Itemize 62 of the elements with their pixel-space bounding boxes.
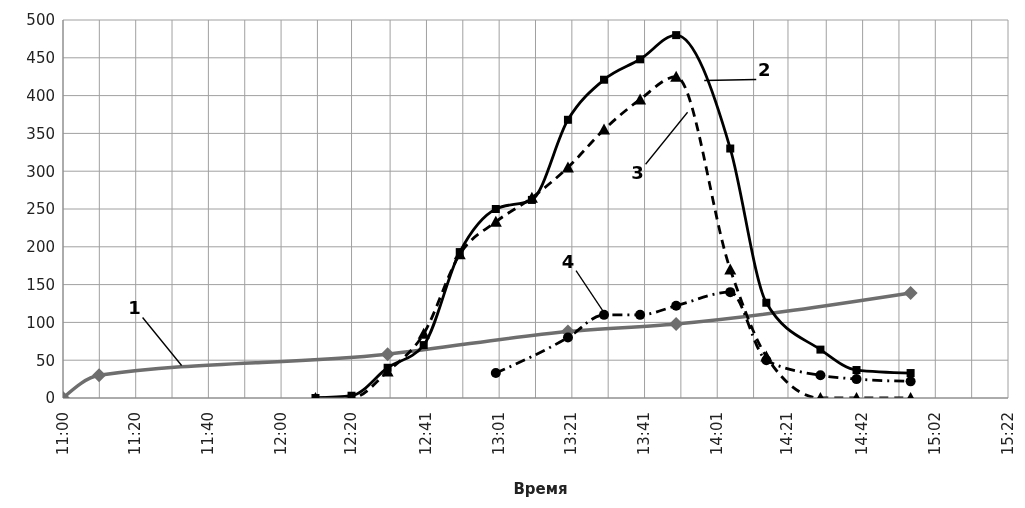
x-tick-label: 12:00: [271, 412, 290, 456]
point: [672, 31, 681, 40]
point: [598, 123, 611, 135]
y-tick-label: 300: [26, 162, 55, 181]
point: [725, 287, 736, 298]
x-tick-label: 13:01: [489, 412, 508, 456]
x-tick-label: 14:01: [707, 412, 726, 456]
y-tick-label: 100: [26, 313, 55, 332]
point: [600, 75, 609, 84]
y-tick-label: 400: [26, 86, 55, 105]
point: [852, 366, 861, 375]
point: [490, 368, 501, 379]
y-tick-label: 350: [26, 124, 55, 143]
point: [491, 205, 500, 213]
x-tick-label: 12:41: [416, 412, 435, 456]
x-tick-label: 15:02: [925, 412, 944, 456]
point: [761, 355, 772, 366]
point: [489, 215, 502, 227]
point: [561, 161, 574, 173]
annotation: 3: [631, 162, 644, 184]
point: [636, 55, 645, 64]
annotation: 2: [757, 59, 771, 81]
x-tick-label: 11:00: [53, 412, 72, 456]
y-tick-label: 450: [26, 49, 55, 68]
x-tick-label: 11:20: [126, 412, 145, 456]
point: [417, 327, 430, 339]
point: [671, 300, 682, 311]
x-tick-label: 14:21: [778, 412, 797, 456]
y-tick-label: 250: [26, 200, 55, 219]
point: [563, 115, 572, 124]
point: [380, 347, 395, 362]
point: [562, 332, 573, 343]
y-tick-label: 200: [26, 238, 55, 257]
y-tick-label: 50: [35, 351, 55, 370]
point: [816, 345, 825, 354]
point: [726, 144, 735, 153]
point: [635, 309, 646, 320]
annotation: 1: [128, 297, 141, 319]
point: [903, 285, 918, 300]
x-tick-label: 11:40: [198, 412, 217, 456]
point: [634, 93, 647, 105]
point: [851, 374, 862, 385]
point: [419, 341, 428, 350]
point: [724, 263, 737, 275]
point: [599, 309, 610, 320]
point: [669, 316, 684, 331]
x-tick-label: 13:21: [562, 412, 581, 456]
y-tick-label: 500: [26, 11, 55, 30]
point: [762, 298, 771, 307]
x-tick-label: 14:42: [853, 412, 872, 456]
x-axis-title: Время: [512, 480, 569, 498]
point: [906, 369, 915, 378]
point: [815, 370, 826, 381]
point: [670, 70, 683, 82]
x-tick-label: 15:22: [998, 412, 1017, 456]
point: [905, 376, 916, 387]
point: [92, 368, 107, 383]
x-tick-label: 12:20: [342, 412, 361, 456]
y-tick-label: 0: [45, 389, 55, 408]
annotation: 4: [561, 250, 575, 272]
x-tick-label: 13:41: [635, 412, 654, 456]
y-tick-label: 150: [26, 275, 55, 294]
